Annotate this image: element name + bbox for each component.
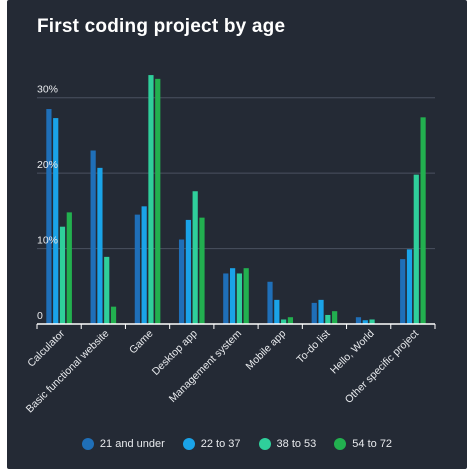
bar[interactable] <box>223 273 229 324</box>
bar[interactable] <box>274 299 280 324</box>
legend-swatch <box>81 438 94 450</box>
y-tick-label: 20% <box>37 159 58 171</box>
legend-label: 38 to 53 <box>276 438 317 450</box>
bar[interactable] <box>185 219 191 324</box>
legend-label: 21 and under <box>99 438 165 450</box>
legend-swatch <box>258 438 271 450</box>
y-tick-label: 30% <box>37 84 58 96</box>
x-tick-label: Calculator <box>25 327 67 369</box>
bar[interactable] <box>110 306 117 324</box>
bar[interactable] <box>413 174 419 324</box>
bar[interactable] <box>311 302 317 324</box>
legend-label: 22 to 37 <box>200 438 241 450</box>
bar[interactable] <box>134 214 140 324</box>
bar[interactable] <box>369 319 375 324</box>
legend-item[interactable]: 38 to 53 <box>258 438 317 450</box>
bar[interactable] <box>236 273 242 324</box>
legend-swatch <box>182 438 195 450</box>
legend-label: 54 to 72 <box>352 438 393 450</box>
bar[interactable] <box>46 109 52 325</box>
chart-title: First coding project by age <box>37 16 286 37</box>
legend-item[interactable]: 54 to 72 <box>334 438 392 450</box>
bar[interactable] <box>325 314 331 324</box>
bar[interactable] <box>420 117 426 324</box>
y-tick-label: 0 <box>37 310 43 322</box>
bar[interactable] <box>141 206 147 324</box>
x-tick-label: Hello, World <box>328 328 377 377</box>
legend-item[interactable]: 21 and under <box>81 438 165 450</box>
bar[interactable] <box>53 118 59 324</box>
bar[interactable] <box>97 167 103 324</box>
x-tick-label: To-do list <box>294 328 332 366</box>
x-tick-label: Mobile app <box>244 328 289 373</box>
bar[interactable] <box>148 75 154 324</box>
bar[interactable] <box>192 191 198 324</box>
bar[interactable] <box>287 317 294 324</box>
x-tick-label: Game <box>127 328 156 357</box>
bar[interactable] <box>66 212 72 324</box>
x-tick-label: Basic functional website <box>24 328 112 416</box>
bar[interactable] <box>178 239 185 324</box>
x-tick-label: Other specific project <box>343 328 421 406</box>
bar[interactable] <box>400 259 406 324</box>
bar[interactable] <box>406 249 413 324</box>
bar[interactable] <box>59 226 66 324</box>
bar[interactable] <box>243 268 249 324</box>
chart-card: First coding project by age 0 10% 20% 30% Ca… <box>7 0 467 469</box>
y-tick-label: 10% <box>37 235 58 247</box>
bar[interactable] <box>90 150 96 324</box>
bar[interactable] <box>199 217 205 324</box>
bar[interactable] <box>362 320 368 324</box>
bar[interactable] <box>332 311 338 324</box>
bar[interactable] <box>281 319 287 324</box>
bar[interactable] <box>104 256 110 324</box>
bar[interactable] <box>267 281 273 324</box>
bar[interactable] <box>155 78 161 324</box>
chart-legend: 21 and under 22 to 37 38 to 53 54 to 72 <box>7 438 467 450</box>
bar[interactable] <box>230 268 236 324</box>
bar[interactable] <box>355 317 362 324</box>
x-tick-label: Management system <box>167 327 245 405</box>
bar[interactable] <box>318 299 324 324</box>
legend-swatch <box>334 438 347 450</box>
legend-item[interactable]: 22 to 37 <box>182 438 241 450</box>
